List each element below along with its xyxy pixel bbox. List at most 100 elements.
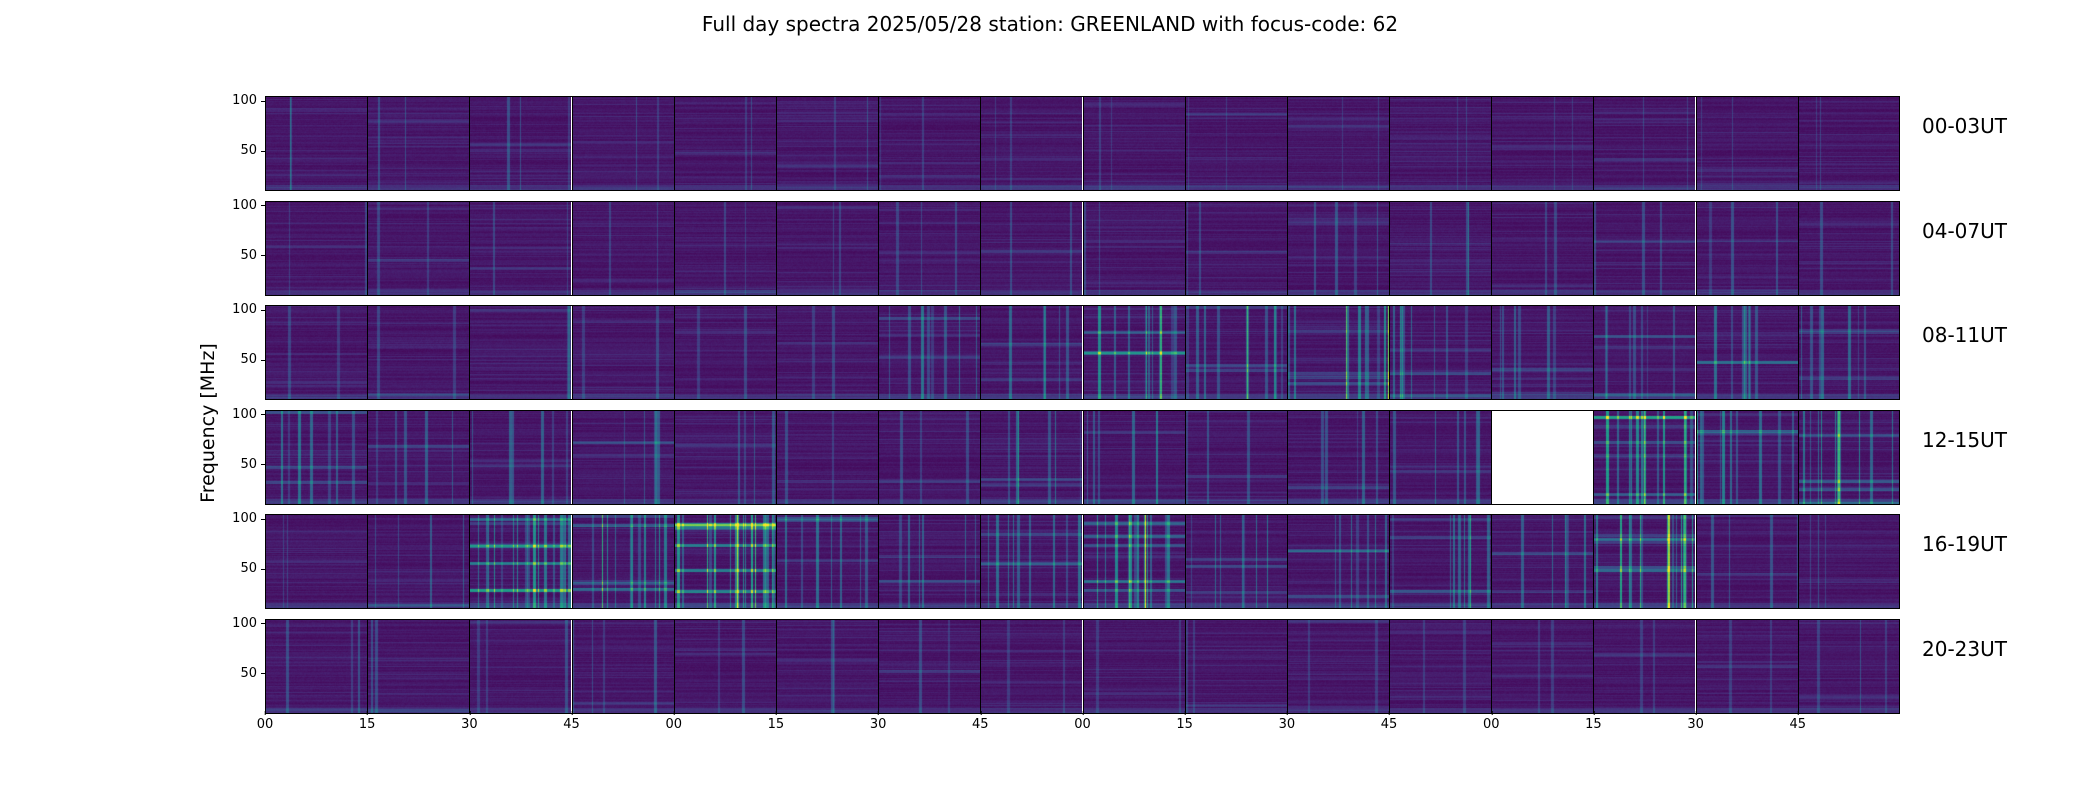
spectrum-heatmap: [1082, 514, 1185, 609]
y-axis-label: Frequency [MHz]: [197, 343, 219, 503]
spectrum-panel: [469, 618, 572, 714]
y-tick-label: 50: [240, 666, 265, 681]
panel-separator: [469, 305, 471, 400]
spectrum-heatmap: [878, 96, 981, 191]
x-tick-label: 30: [1278, 711, 1296, 732]
panel-separator: [1286, 96, 1288, 191]
row-time-label: 00-03UT: [1922, 114, 2007, 138]
panel-separator: [571, 514, 573, 609]
spectrum-heatmap: [1695, 305, 1798, 400]
panel-separator: [1491, 514, 1493, 609]
panel-separator: [367, 514, 369, 609]
spectrum-panel: [1389, 409, 1492, 505]
spectrum-panel: [469, 514, 572, 609]
x-tick-label: 00: [665, 711, 683, 732]
spectrum-heatmap: [1082, 618, 1185, 714]
spectrum-panel: [1184, 514, 1287, 609]
spectrum-heatmap: [1593, 514, 1696, 609]
panel-separator: [571, 96, 573, 191]
spectrum-heatmap: [1797, 305, 1900, 400]
spectrum-panel: [1593, 514, 1696, 609]
spectrum-heatmap: [1389, 409, 1492, 505]
spectrum-heatmap: [980, 618, 1083, 714]
row-time-label: 08-11UT: [1922, 323, 2007, 347]
spectrum-panel: [775, 409, 878, 505]
spectrum-heatmap: [1184, 200, 1287, 296]
spectrum-heatmap: [1593, 200, 1696, 296]
spectrum-heatmap: [673, 618, 776, 714]
panel-separator: [878, 96, 880, 191]
spectrum-panel: [265, 409, 367, 505]
spectrum-panel: [775, 514, 878, 609]
panel-separator: [1184, 200, 1186, 296]
spectrum-panel: [571, 514, 674, 609]
panel-separator: [1389, 618, 1391, 714]
spectrum-panel: [673, 96, 776, 191]
spectrum-heatmap: [571, 200, 674, 296]
panel-separator: [367, 618, 369, 714]
panel-separator: [775, 618, 777, 714]
spectrum-heatmap: [1389, 514, 1492, 609]
spectrum-panel: [265, 305, 367, 400]
spectrum-panel: [367, 96, 470, 191]
panel-separator: [1389, 96, 1391, 191]
panel-separator: [775, 200, 777, 296]
spectrum-panel: [1695, 200, 1798, 296]
spectrum-heatmap: [469, 305, 572, 400]
spectrum-heatmap: [265, 514, 367, 609]
panel-separator: [1082, 96, 1084, 191]
spectrum-panel: [469, 96, 572, 191]
y-tick-label: 100: [232, 616, 265, 631]
panel-separator: [980, 409, 982, 505]
spectrum-panel: [1491, 514, 1594, 609]
panel-separator: [775, 305, 777, 400]
spectrum-panel: [1491, 200, 1594, 296]
panel-separator: [367, 96, 369, 191]
spectrum-panel: [1286, 305, 1389, 400]
spectrum-panel: [1491, 410, 1593, 505]
panel-separator: [571, 200, 573, 296]
y-tick-label: 100: [232, 198, 265, 213]
spectrum-heatmap: [980, 305, 1083, 400]
spectra-row-12-15UT: 100 50 12-15UT: [232, 407, 2007, 505]
spectrum-panel: [1593, 618, 1696, 714]
spectrum-heatmap: [1184, 96, 1287, 191]
spectrum-panel: [673, 305, 776, 400]
spectrum-panel: [1797, 305, 1900, 400]
spectrum-panel: [878, 409, 981, 505]
spectrum-heatmap: [265, 409, 367, 505]
x-tick-label: 45: [563, 711, 580, 732]
spectrum-heatmap: [1286, 305, 1389, 400]
panel-separator: [775, 514, 777, 609]
panel-separator: [1593, 96, 1595, 191]
spectrum-heatmap: [571, 514, 674, 609]
x-tick-label: 00: [1074, 711, 1091, 732]
spectrum-panel: [878, 305, 981, 400]
panel-separator: [1286, 514, 1288, 609]
panel-separator: [878, 409, 880, 505]
spectrum-heatmap: [265, 618, 367, 714]
spectrum-heatmap: [775, 514, 878, 609]
spectrum-heatmap: [980, 200, 1083, 296]
spectrum-heatmap: [469, 200, 572, 296]
panel-separator: [1695, 305, 1697, 400]
spectrum-heatmap: [775, 409, 878, 505]
spectra-row-20-23UT: 100 50 20-23UT: [232, 616, 2007, 714]
panel-separator: [367, 409, 369, 505]
x-tick-label: 00: [256, 711, 274, 732]
spectrum-heatmap: [980, 96, 1083, 191]
x-tick-label: 30: [869, 711, 887, 732]
spectrum-panel: [775, 96, 878, 191]
panel-separator: [980, 305, 982, 400]
spectrum-panel: [571, 200, 674, 296]
panel-separator: [1082, 514, 1084, 609]
panel-separator: [673, 514, 675, 609]
spectrum-panel: [775, 618, 878, 714]
spectrum-panel: [1797, 514, 1900, 609]
spectrum-heatmap: [469, 618, 572, 714]
spectrum-heatmap: [1695, 618, 1798, 714]
spectrum-panel: [1082, 409, 1185, 505]
spectrum-heatmap: [878, 409, 981, 505]
panel-separator: [1491, 618, 1493, 714]
row-time-label: 16-19UT: [1922, 532, 2007, 556]
